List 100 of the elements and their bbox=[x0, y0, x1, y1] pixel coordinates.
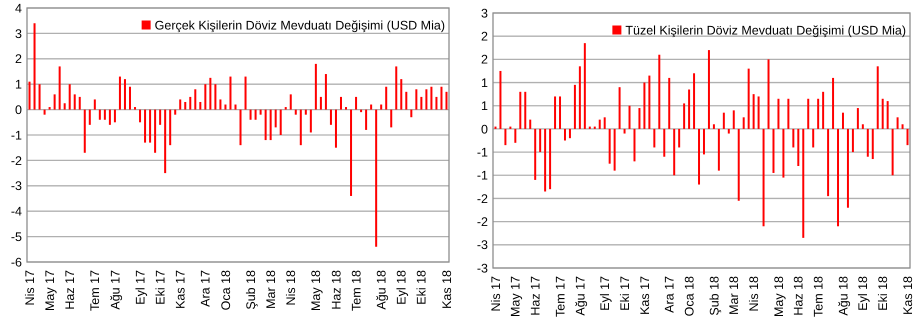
y-tick-label: 1 bbox=[481, 76, 488, 90]
bar bbox=[280, 110, 282, 135]
bar bbox=[54, 94, 56, 110]
bar bbox=[345, 107, 348, 110]
x-tick-label: Nis 17 bbox=[488, 276, 503, 312]
bar bbox=[159, 110, 162, 125]
y-tick-label: 3 bbox=[481, 6, 488, 20]
bar bbox=[34, 23, 36, 110]
y-tick-label: 3 bbox=[15, 26, 22, 41]
x-tick-label: Eki 17 bbox=[618, 276, 632, 311]
bar bbox=[219, 99, 222, 110]
bar bbox=[250, 110, 252, 120]
x-tick-label: Nis 18 bbox=[284, 270, 298, 306]
bar bbox=[410, 110, 412, 118]
bar bbox=[104, 110, 106, 120]
x-tick-label: Eyl 18 bbox=[856, 276, 870, 311]
legend-label: Tüzel Kişilerin Döviz Mevduatı Değişimi (USD Mia) bbox=[625, 23, 906, 38]
x-tick-label: Şub 18 bbox=[244, 270, 258, 310]
bar bbox=[78, 96, 81, 110]
bar bbox=[365, 110, 368, 130]
x-tick-label: Oca 18 bbox=[682, 276, 696, 316]
y-tick-label: 4 bbox=[15, 1, 22, 16]
bar bbox=[360, 110, 362, 112]
x-tick-label: Haz 17 bbox=[63, 270, 78, 310]
bar bbox=[28, 82, 31, 110]
bar bbox=[435, 96, 438, 110]
bar bbox=[284, 107, 287, 110]
bar bbox=[400, 79, 402, 110]
x-tick-label: Kas 17 bbox=[174, 270, 188, 309]
x-tick-label: Tem 17 bbox=[88, 270, 102, 311]
bar bbox=[38, 84, 41, 110]
bar bbox=[290, 94, 292, 110]
bar bbox=[375, 110, 378, 247]
bar bbox=[415, 89, 418, 110]
y-tick-label: -4 bbox=[10, 204, 22, 219]
bar bbox=[58, 66, 61, 110]
y-tick-label: -2 bbox=[476, 215, 488, 230]
bar bbox=[118, 76, 121, 110]
x-tick-label: Mar 18 bbox=[727, 276, 742, 315]
bar bbox=[139, 110, 142, 122]
x-tick-label: Mar 18 bbox=[264, 270, 278, 309]
bar bbox=[314, 64, 317, 110]
bar bbox=[214, 84, 216, 110]
bar bbox=[64, 103, 66, 110]
bar bbox=[74, 94, 76, 110]
bar bbox=[385, 86, 388, 110]
x-tick-label: Kas 18 bbox=[440, 270, 454, 309]
bar bbox=[260, 110, 262, 115]
x-tick-label: Oca 18 bbox=[218, 270, 233, 310]
bar bbox=[184, 102, 186, 110]
bar bbox=[44, 110, 46, 115]
bar bbox=[224, 104, 226, 110]
bar bbox=[304, 110, 307, 115]
bar bbox=[405, 92, 408, 110]
y-tick-label: -3 bbox=[10, 179, 22, 194]
bar bbox=[179, 99, 182, 110]
x-tick-label: Eki 18 bbox=[414, 270, 429, 305]
bar bbox=[390, 110, 392, 128]
bar bbox=[240, 110, 242, 146]
bar bbox=[370, 104, 372, 110]
bar bbox=[310, 110, 312, 132]
bar bbox=[144, 110, 146, 143]
bar bbox=[395, 66, 398, 110]
x-tick-label: Şub 18 bbox=[707, 276, 722, 316]
y-tick-label: 1 bbox=[481, 99, 488, 114]
bar bbox=[270, 110, 272, 140]
bar bbox=[209, 78, 212, 110]
x-tick-label: Haz 18 bbox=[329, 270, 344, 310]
x-tick-label: May 17 bbox=[508, 276, 523, 317]
bar bbox=[244, 76, 247, 110]
x-tick-label: Ağu 17 bbox=[108, 270, 122, 310]
bar bbox=[274, 110, 277, 128]
x-tick-label: Eyl 17 bbox=[598, 276, 612, 311]
x-tick-label: Eyl 17 bbox=[133, 270, 148, 305]
y-tick-label: 0 bbox=[15, 102, 22, 117]
bar bbox=[199, 102, 202, 110]
bar bbox=[350, 110, 352, 196]
bar bbox=[430, 86, 432, 110]
x-tick-label: May 18 bbox=[772, 276, 786, 317]
x-tick-label: Nis 18 bbox=[747, 276, 761, 312]
y-tick-label: -1 bbox=[476, 168, 488, 183]
y-tick-label: -2 bbox=[10, 154, 22, 168]
x-tick-label: Haz 17 bbox=[528, 276, 543, 316]
bar bbox=[124, 79, 126, 110]
bar bbox=[204, 84, 206, 110]
bar bbox=[445, 92, 448, 110]
bar bbox=[134, 107, 136, 110]
bar bbox=[68, 84, 71, 110]
y-tick-label: -5 bbox=[10, 230, 22, 244]
bar bbox=[229, 76, 232, 110]
x-tick-label: Kas 18 bbox=[900, 276, 915, 315]
bar bbox=[84, 110, 86, 153]
bar bbox=[128, 86, 131, 110]
x-tick-label: Tem 18 bbox=[349, 270, 364, 311]
bar bbox=[340, 96, 342, 110]
bar bbox=[355, 96, 358, 110]
bar bbox=[380, 104, 382, 110]
bar bbox=[174, 110, 176, 115]
x-tick-label: Ara 17 bbox=[662, 276, 677, 313]
bar bbox=[149, 110, 152, 143]
